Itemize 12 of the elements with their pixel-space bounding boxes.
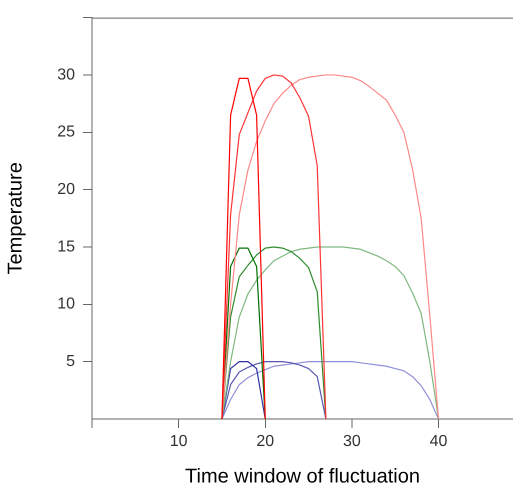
- x-tick-label: 40: [430, 433, 448, 450]
- y-tick-label: 30: [57, 66, 76, 84]
- y-axis-title: Temperature: [4, 162, 27, 274]
- x-tick-label: 10: [170, 433, 188, 450]
- y-tick-label: 5: [66, 353, 76, 370]
- x-tick-label: 30: [342, 433, 361, 450]
- y-tick-label: 15: [57, 238, 76, 256]
- x-axis-title: Time window of fluctuation: [185, 466, 420, 488]
- x-tick-label: 20: [256, 433, 274, 450]
- y-tick-label: 25: [57, 124, 76, 141]
- y-tick-label: 10: [57, 296, 76, 313]
- y-tick-label: 20: [57, 181, 76, 198]
